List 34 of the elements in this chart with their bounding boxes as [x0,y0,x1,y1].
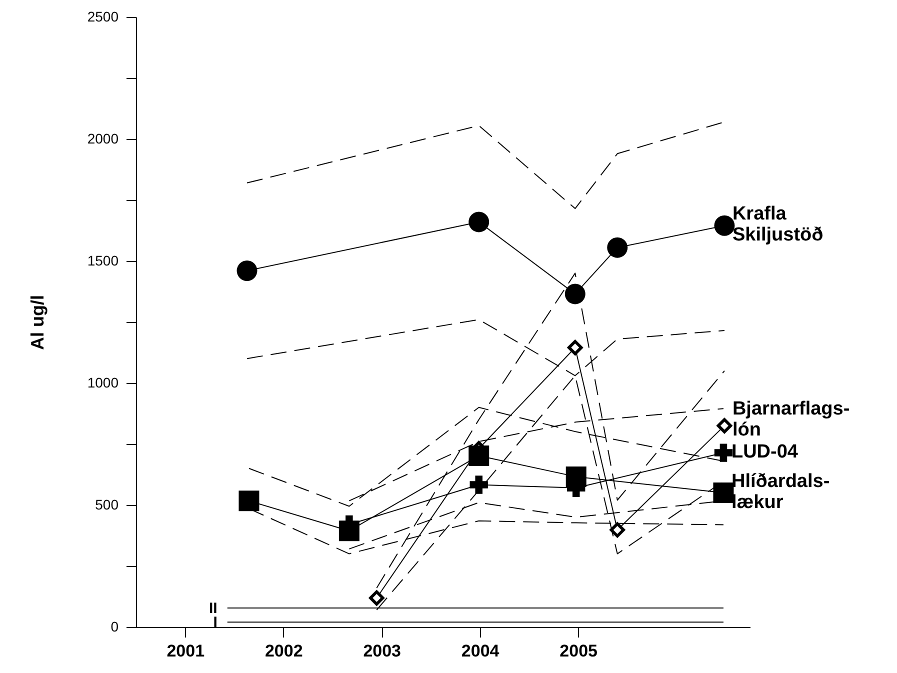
y-tick-label: 2500 [87,8,119,24]
y-tick-label: 2000 [87,130,119,146]
annotation: I [213,614,218,632]
point [568,340,583,356]
series-label: Bjarnarflags- lón [732,398,850,440]
point [610,522,625,538]
point [236,260,258,281]
point [716,418,732,434]
x-tick-label: 2003 [363,642,402,660]
x-tick-label: 2004 [461,642,500,660]
point [338,520,360,542]
y-tick-label: 0 [110,618,119,634]
y-tick-label: 1000 [87,374,119,390]
y-axis-title: Al ug/l [27,295,48,350]
point [468,445,490,466]
series-label: Hlíðardals- lækur [731,470,830,513]
x-tick-label: 2001 [166,642,205,660]
point [468,212,490,232]
point [566,466,586,487]
y-tick-label: 1500 [87,252,119,268]
series-label: LUD-04 [731,441,798,462]
point [238,490,260,512]
point [564,284,586,304]
series-label: Krafla Skiljustöð [732,204,824,246]
point [369,590,384,606]
x-tick-label: 2002 [264,642,303,660]
y-tick-label: 500 [95,496,119,512]
point [714,444,733,462]
point [470,476,488,494]
x-tick-label: 2005 [560,642,598,660]
point [607,237,628,258]
point [714,215,735,236]
point [713,482,734,504]
annotation: II [209,600,218,617]
